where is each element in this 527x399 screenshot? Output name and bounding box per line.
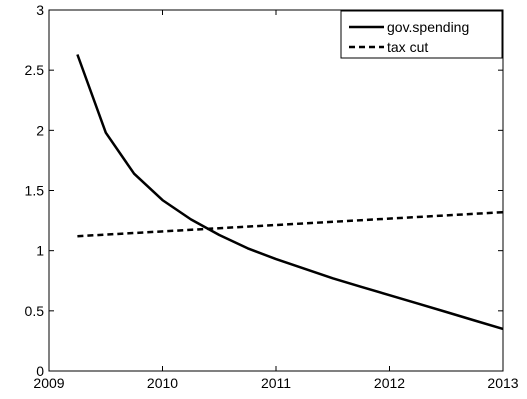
- x-tick-label: 2013: [487, 375, 518, 391]
- y-tick-label: 0.5: [25, 303, 45, 319]
- y-tick-label: 2.5: [25, 62, 45, 78]
- legend: gov.spending tax cut: [340, 10, 503, 59]
- legend-label-tax-cut: tax cut: [387, 39, 428, 55]
- plot-area: [48, 9, 504, 372]
- x-tick-label: 2010: [147, 375, 178, 391]
- y-tick-label: 2: [36, 122, 44, 138]
- y-tick-label: 3: [36, 2, 44, 18]
- legend-label-gov-spending: gov.spending: [387, 19, 469, 35]
- series-line-gov-spending: [76, 54, 504, 331]
- y-tick-label: 1: [36, 243, 44, 259]
- x-tick-label: 2011: [261, 375, 291, 391]
- y-tick-label: 0: [36, 363, 44, 379]
- series-line-tax-cut: [77, 210, 504, 238]
- x-tick-label: 2012: [374, 375, 405, 391]
- x-tick-label: 2009: [33, 375, 64, 391]
- legend-box: [340, 10, 503, 59]
- axis-ticks: 2009 2010 2011 2012 2013 0 0.5 1 1.5 2 2.5 3: [25, 2, 519, 391]
- y-tick-label: 1.5: [25, 183, 45, 199]
- series-lines: [76, 54, 504, 331]
